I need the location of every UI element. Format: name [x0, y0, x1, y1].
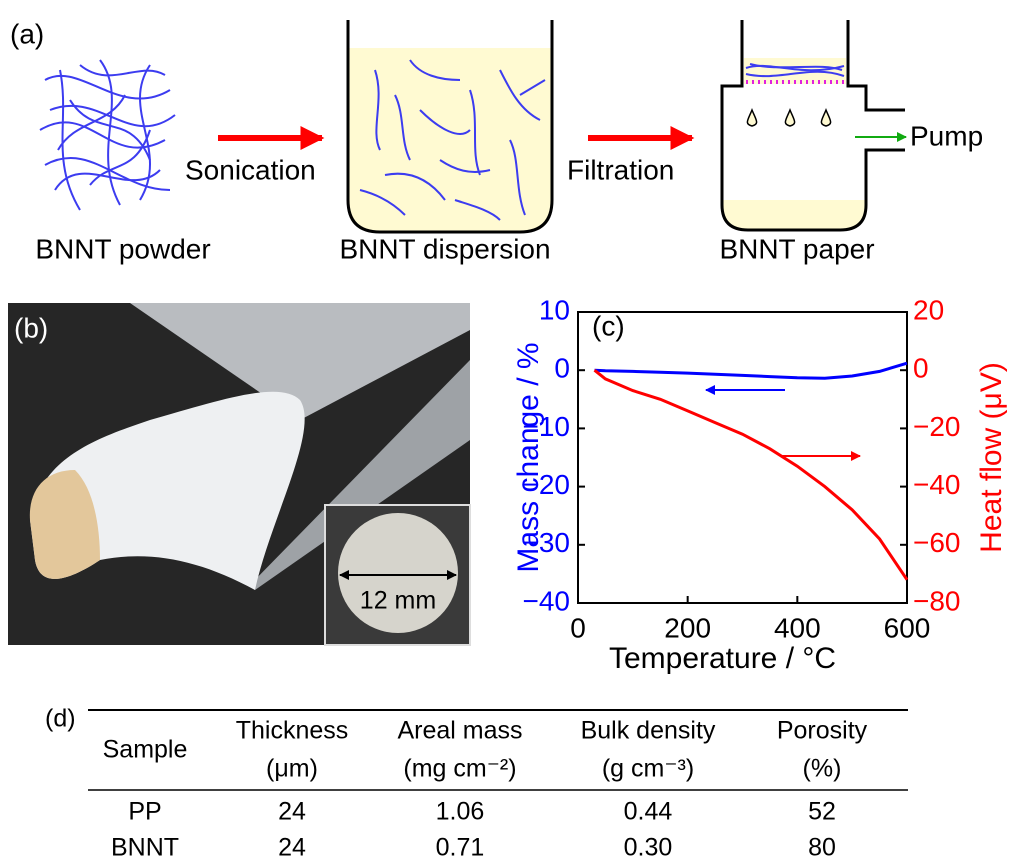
table-cell: 24 [278, 834, 306, 861]
y2-axis-label: Heat flow (μV) [975, 362, 1008, 553]
column-header: Areal mass [397, 717, 522, 745]
table-cell: 0.30 [624, 834, 673, 861]
table: (d) Sample Thickness (μm) Areal mass (mg cm⁻²… [45, 705, 908, 861]
table-cell: 1.06 [436, 798, 485, 826]
panel-label: (d) [45, 705, 76, 733]
table-cell: 0.71 [436, 834, 485, 861]
column-header: (g cm⁻³) [602, 755, 694, 783]
data-line [595, 363, 908, 378]
y2-tick-label: 20 [913, 294, 944, 325]
column-header: Sample [103, 736, 188, 764]
column-header: (μm) [266, 755, 318, 783]
drops [747, 110, 830, 126]
y-tick-label: 10 [539, 294, 570, 325]
caption: BNNT powder [35, 233, 210, 264]
column-header: Bulk density [581, 717, 716, 745]
y2-tick-label: 0 [913, 353, 929, 384]
panel-label: (c) [592, 310, 625, 341]
y2-tick-label: −40 [913, 469, 961, 500]
caption: BNNT paper [719, 233, 874, 264]
data-line [595, 370, 908, 580]
y-axis-label: Mass change / % [512, 342, 545, 572]
step-label: Filtration [567, 154, 674, 185]
column-header: Thickness [236, 717, 349, 745]
table-cell: BNNT [111, 834, 179, 861]
filtrate [722, 200, 866, 230]
table-cell: 80 [808, 834, 836, 861]
column-header: Porosity [777, 717, 868, 745]
y-tick-label: 0 [554, 353, 570, 384]
figure: (a) Sonication Filtration Pump BNNT powd… [0, 0, 1013, 861]
x-tick-label: 600 [884, 612, 931, 643]
caption: BNNT dispersion [339, 233, 550, 264]
inset-disc [338, 513, 458, 633]
table-cell: 24 [278, 798, 306, 826]
y2-tick-label: −60 [913, 527, 961, 558]
column-header: (mg cm⁻²) [403, 755, 516, 783]
x-tick-label: 200 [664, 612, 711, 643]
scale-label: 12 mm [360, 587, 436, 615]
panel-label: (b) [14, 312, 48, 343]
step-label: Sonication [185, 154, 316, 185]
x-tick-label: 0 [570, 612, 586, 643]
plot-frame [578, 312, 907, 603]
x-axis-label: Temperature / °C [609, 642, 836, 675]
table-cell: PP [128, 798, 161, 826]
panel-label: (a) [10, 18, 44, 49]
table-cell: 0.44 [624, 798, 673, 826]
y-tick-label: −40 [523, 585, 571, 616]
bnnt-powder-icon [40, 60, 175, 210]
column-header: (%) [803, 755, 842, 783]
table-cell: 52 [808, 798, 836, 826]
x-tick-label: 400 [774, 612, 821, 643]
y2-tick-label: −20 [913, 411, 961, 442]
pump-label: Pump [910, 120, 983, 151]
y2-tick-label: −80 [913, 585, 961, 616]
